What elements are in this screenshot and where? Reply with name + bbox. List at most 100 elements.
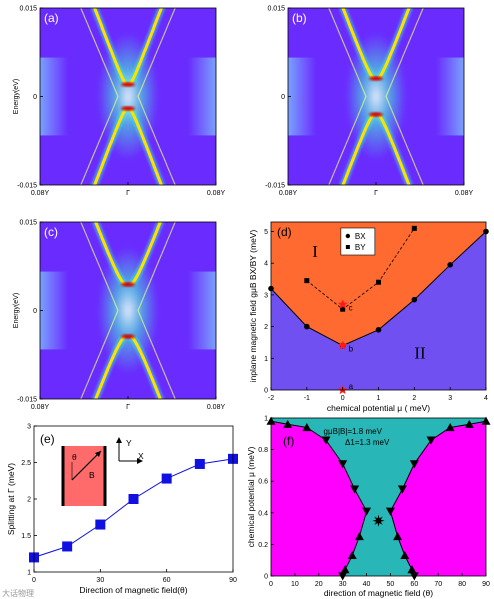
marker-label-a: a — [349, 382, 354, 391]
band-line — [94, 222, 126, 286]
bx-point — [375, 326, 382, 333]
band-line — [377, 113, 411, 185]
x-tick-label: Γ — [374, 190, 378, 197]
y-tick-label: 0 — [33, 94, 37, 101]
legend-bx-symbol — [345, 233, 351, 239]
band-line — [128, 107, 163, 185]
band-apex — [121, 334, 135, 339]
band-apex — [121, 82, 135, 87]
by-point — [376, 279, 381, 285]
watermark: 大话物理 — [2, 588, 34, 598]
x-tick-label: 60 — [410, 581, 418, 588]
boundary-point — [338, 572, 348, 581]
region-label-i: I — [312, 242, 318, 261]
legend: BX BY — [340, 227, 376, 256]
band-line — [130, 222, 162, 286]
boundary-point — [445, 422, 455, 432]
bx-point — [447, 261, 453, 268]
inset-x-arrowhead — [137, 458, 143, 464]
boundary-point — [409, 572, 419, 581]
y-axis-label: chemical potential μ (meV) — [246, 446, 256, 547]
y-tick-label: 2 — [27, 497, 31, 504]
boundary-point — [393, 532, 403, 541]
x-tick-label: 70 — [434, 581, 442, 588]
plot-frame — [270, 417, 487, 577]
x-tick-label: 0.08Y — [31, 190, 50, 197]
marker-star-b — [337, 340, 348, 350]
y-tick-label: 0.015 — [19, 220, 37, 227]
y-tick-label: 0 — [264, 574, 268, 581]
x-tick-label: 90 — [229, 577, 237, 584]
data-point — [62, 541, 73, 552]
y-axis-label: Splitting at Γ (meV) — [6, 463, 16, 535]
band-line — [341, 8, 375, 80]
left-edge-glow — [40, 57, 69, 136]
y-tick-label: -0.015 — [17, 397, 37, 404]
y-tick-label: 1.5 — [21, 533, 31, 540]
heatmap-image — [40, 222, 216, 399]
y-tick-label: 0.2 — [258, 542, 268, 549]
x-tick-label: 4 — [484, 395, 488, 402]
x-tick-label: 20 — [315, 581, 323, 588]
boundary-point — [397, 485, 407, 494]
boundary-point — [400, 550, 410, 560]
annotation-field: gμB|B|=1.8 meV — [324, 427, 383, 436]
legend-by-label: BY — [355, 243, 366, 252]
band-apex — [369, 76, 383, 81]
boundary-point — [283, 419, 293, 428]
band-line — [377, 8, 411, 80]
x-tick-label: 90 — [482, 581, 490, 588]
y-tick-label: 0.015 — [267, 6, 285, 13]
bx-point — [304, 323, 310, 330]
boundary-point — [302, 422, 312, 432]
left-edge-glow — [40, 271, 69, 350]
y-tick-label: 2.5 — [21, 460, 31, 467]
x-tick-label: 0.08Y — [279, 190, 298, 197]
band-line — [128, 8, 163, 86]
y-tick-label: 3 — [264, 292, 268, 299]
x-tick-label: 30 — [96, 577, 104, 584]
x-tick-label: 30 — [339, 581, 347, 588]
legend-box — [340, 227, 376, 256]
x-tick-label: 0 — [341, 395, 345, 402]
legend-by-symbol — [345, 245, 350, 249]
boundary-point — [347, 550, 357, 560]
inset-y-label: Y — [126, 438, 132, 448]
x-tick-label: 0.08Y — [207, 404, 226, 411]
y-axis-label: inplane magnetic field gμB BX/BY (meV) — [248, 230, 258, 383]
inset-diagram: θ B YX — [61, 437, 144, 506]
band-line — [341, 113, 375, 185]
x-axis-label: chemical potential μ ( meV) — [327, 403, 430, 413]
boundary-point — [464, 419, 474, 428]
series-by-line — [306, 228, 415, 310]
y-tick-label: -0.015 — [265, 183, 285, 190]
panel-label: (d) — [277, 225, 292, 239]
x-tick-label: 40 — [363, 581, 371, 588]
crossing-marker — [372, 514, 385, 527]
x-tick-label: 10 — [291, 581, 299, 588]
center-glow — [98, 32, 158, 161]
y-tick-label: 2 — [264, 324, 268, 331]
region-label-ii: II — [414, 343, 426, 362]
boundary-point — [350, 485, 360, 494]
x-tick-label: 0.08Y — [455, 190, 474, 197]
panel-label: (b) — [292, 11, 307, 25]
y-tick-label: 0.4 — [258, 510, 268, 517]
x-tick-label: -2 — [268, 395, 274, 402]
x-tick-label: -1 — [304, 395, 310, 402]
x-tick-label: 80 — [458, 581, 466, 588]
bx-point — [411, 296, 418, 303]
band-apex — [121, 282, 135, 287]
boundary-point — [338, 460, 348, 469]
panel-e: θ B YX 0 30 60 90 1 1.5 2 2.5 3 Direction of magneti… — [6, 424, 238, 595]
left-edge-glow — [288, 57, 317, 136]
right-edge-glow — [187, 57, 216, 136]
inset-b-label: B — [89, 470, 95, 480]
boundary-point — [354, 532, 364, 541]
panel-label: (c) — [44, 225, 58, 239]
y-tick-label: 0.8 — [258, 447, 268, 454]
